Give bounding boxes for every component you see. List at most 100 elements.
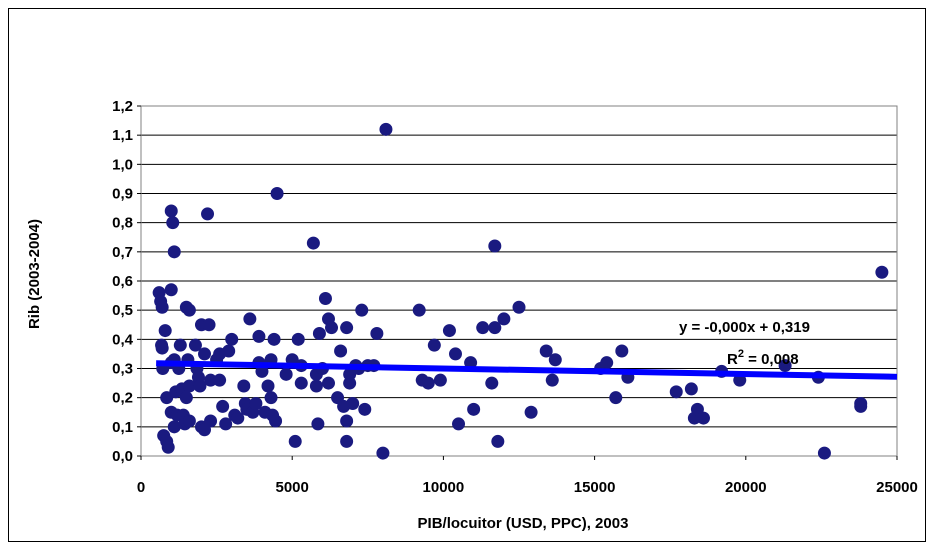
y-tick-label: 1,0 [112,156,133,173]
data-point [491,434,505,448]
data-point [261,379,275,393]
data-point [264,391,278,405]
trendline-equation: y = -0,000x + 0,319 [679,319,810,336]
data-point [306,236,320,250]
x-axis-ticks: 0 5000 10000 15000 20000 25000 [137,456,918,496]
data-point [267,332,281,346]
x-tick-label: 5000 [276,479,309,496]
y-tick-label: 1,2 [112,98,133,115]
data-point [875,265,889,279]
data-point [412,303,426,317]
data-point [222,344,236,358]
data-point [161,440,175,454]
x-axis-title: PIB/locuitor (USD, PPC), 2003 [418,515,629,532]
data-point [379,122,393,136]
data-point [467,402,481,416]
data-point [427,338,441,352]
data-point [269,414,283,428]
data-point [442,324,456,338]
data-point [164,204,178,218]
data-point [312,327,326,340]
data-point [182,303,196,317]
data-point [173,338,187,352]
data-point [201,207,215,221]
data-point [225,332,239,346]
data-point [279,367,293,381]
data-point [370,327,384,340]
data-point [164,283,178,297]
y-axis-ticks: 0,0 0,1 0,2 0,3 0,4 0,5 0,6 0,7 0,8 0,9 1,0 1,1 1,2 [112,98,141,465]
data-point [288,434,302,448]
data-point [318,292,332,305]
data-point [182,414,196,428]
data-point [340,321,354,335]
data-point [340,434,354,448]
x-tick-label: 25000 [876,479,918,496]
data-point [311,417,325,431]
data-point [202,318,216,332]
data-point [448,347,462,361]
data-point [219,417,233,431]
y-tick-label: 0,5 [112,302,133,319]
data-point [167,420,181,434]
data-point [231,411,245,425]
y-tick-label: 0,9 [112,186,133,203]
data-point [669,385,683,399]
data-point [182,379,196,393]
data-point [321,376,335,390]
data-point [213,373,227,387]
data-point [696,411,710,425]
data-point [249,397,263,410]
data-point [452,417,466,431]
data-point [237,379,251,393]
x-tick-label: 20000 [725,479,767,496]
data-point [340,414,354,428]
data-point [334,344,348,358]
data-point [179,391,193,405]
data-point [512,300,526,314]
data-point [485,376,499,390]
y-tick-label: 0,0 [112,448,133,465]
y-tick-label: 1,1 [112,127,133,144]
data-point [155,300,169,314]
data-point [464,356,478,370]
data-point [817,446,831,460]
data-point [497,312,511,326]
data-point [488,239,502,253]
data-point [421,376,435,390]
data-point [376,446,390,460]
y-tick-label: 0,2 [112,390,133,407]
data-point [778,359,792,373]
x-tick-label: 10000 [423,479,465,496]
data-point [358,402,372,416]
data-point [433,373,447,387]
data-point [158,324,172,338]
x-tick-label: 0 [137,479,145,496]
y-tick-label: 0,8 [112,215,133,232]
data-point [204,414,218,428]
y-tick-label: 0,6 [112,273,133,290]
data-points [152,122,889,460]
data-point [539,344,553,358]
data-point [488,321,502,335]
data-point [188,338,202,352]
data-point [167,245,181,259]
data-point [270,187,284,200]
data-point [309,379,323,393]
x-tick-label: 15000 [574,479,616,496]
y-tick-label: 0,4 [112,331,134,348]
data-point [600,356,614,370]
scatter-chart: 0,00,10,20,30,40,50,60,70,80,91,01,11,2 … [26,98,918,532]
data-point [615,344,629,358]
data-point [476,321,490,335]
data-point [346,397,360,410]
data-point [524,405,538,419]
y-axis-title: Rib (2003-2004) [26,219,43,329]
data-point [355,303,369,317]
data-point [294,376,308,390]
data-point [291,332,305,346]
data-point [243,312,257,326]
data-point [609,391,623,405]
data-point [325,321,339,335]
chart-container: 0,0 0,1 0,2 0,3 0,4 0,5 0,6 0,7 0,8 0,9 1,0 1,1 1,2 … [8,8,926,542]
